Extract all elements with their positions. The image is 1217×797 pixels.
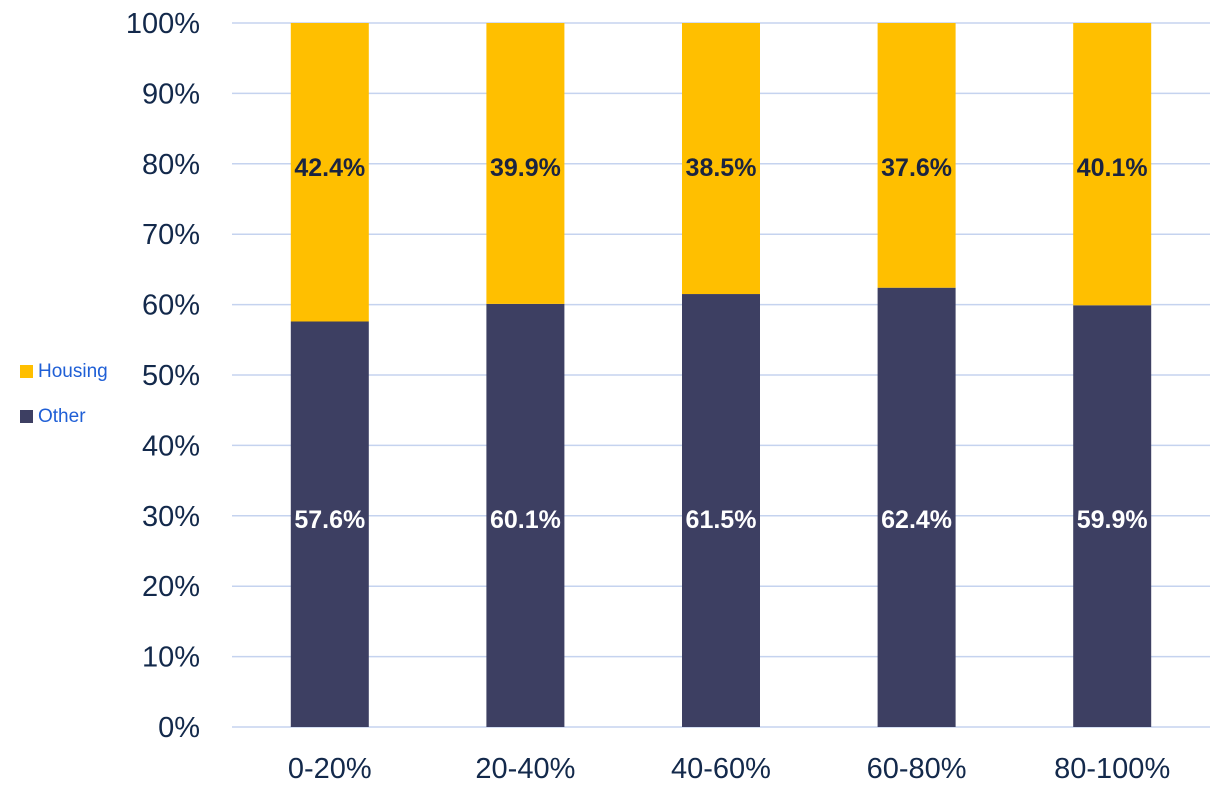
y-axis-ticks: 0% 10% 20% 30% 40% 50% 60% 70% 80% 90% 100%: [126, 8, 200, 744]
data-label-other: 60.1%: [490, 506, 561, 534]
data-label-other: 59.9%: [1077, 506, 1148, 534]
data-label-housing: 37.6%: [881, 154, 952, 182]
data-label-other: 61.5%: [686, 506, 757, 534]
legend-label-housing: Housing: [38, 361, 108, 382]
x-tick-label: 20-40%: [475, 753, 575, 785]
x-tick-label: 80-100%: [1054, 753, 1170, 785]
x-axis-ticks: 0-20% 20-40% 40-60% 60-80% 80-100%: [288, 753, 1170, 785]
y-tick-label: 90%: [142, 78, 200, 110]
x-tick-label: 0-20%: [288, 753, 372, 785]
y-tick-label: 40%: [142, 430, 200, 462]
y-tick-label: 50%: [142, 360, 200, 392]
data-label-housing: 38.5%: [686, 154, 757, 182]
y-tick-label: 60%: [142, 290, 200, 322]
x-tick-label: 40-60%: [671, 753, 771, 785]
legend-swatch-housing: [20, 365, 33, 378]
data-label-housing: 40.1%: [1077, 154, 1148, 182]
y-tick-label: 70%: [142, 219, 200, 251]
y-tick-label: 80%: [142, 149, 200, 181]
y-tick-label: 10%: [142, 642, 200, 674]
data-label-housing: 39.9%: [490, 154, 561, 182]
data-label-housing: 42.4%: [294, 154, 365, 182]
y-tick-label: 0%: [158, 712, 200, 744]
y-tick-label: 20%: [142, 571, 200, 603]
legend-label-other: Other: [38, 406, 86, 427]
legend-swatch-other: [20, 410, 33, 423]
legend: Housing Other: [20, 361, 108, 427]
y-tick-label: 30%: [142, 501, 200, 533]
data-label-other: 57.6%: [294, 506, 365, 534]
x-tick-label: 60-80%: [867, 753, 967, 785]
y-tick-label: 100%: [126, 8, 200, 40]
data-label-other: 62.4%: [881, 506, 952, 534]
